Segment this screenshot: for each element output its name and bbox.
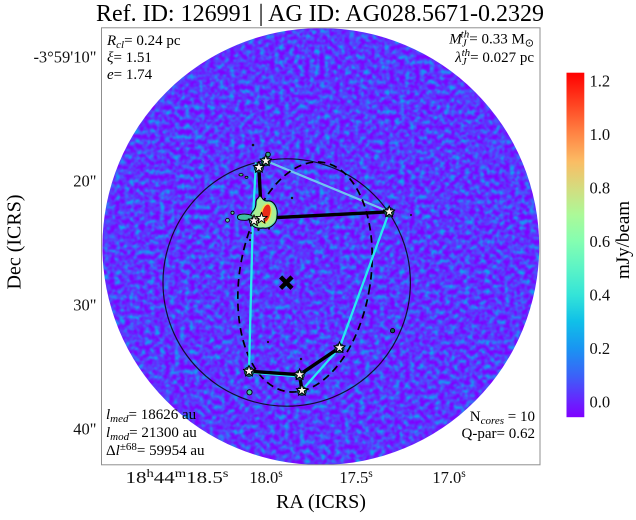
svg-text:-3°59'10": -3°59'10" (33, 48, 96, 67)
svg-text:MJth= 0.33 M⊙: MJth= 0.33 M⊙ (448, 29, 534, 50)
svg-text:0.2: 0.2 (590, 339, 611, 358)
svg-text:λJth= 0.027 pc: λJth= 0.027 pc (454, 47, 534, 68)
svg-text:Rcl= 0.24 pc: Rcl= 0.24 pc (106, 33, 181, 51)
svg-text:0.0: 0.0 (590, 393, 611, 412)
svg-text:40": 40" (73, 420, 96, 439)
svg-text:0.6: 0.6 (590, 232, 611, 251)
svg-text:1.0: 1.0 (590, 125, 611, 144)
svg-text:e= 1.74: e= 1.74 (107, 67, 153, 83)
svg-text:mJy/beam: mJy/beam (613, 201, 634, 279)
svg-text:lmod= 21300 au: lmod= 21300 au (106, 425, 197, 443)
svg-text:20": 20" (73, 172, 96, 191)
svg-text:0.4: 0.4 (590, 286, 611, 305)
svg-text:0.8: 0.8 (590, 179, 611, 198)
svg-text:18.0s: 18.0s (249, 468, 283, 487)
svg-text:Ref. ID: 126991 | AG ID: AG028: Ref. ID: 126991 | AG ID: AG028.5671-0.23… (96, 1, 544, 27)
svg-text:RA (ICRS): RA (ICRS) (276, 491, 366, 513)
svg-text:ξ= 1.51: ξ= 1.51 (107, 50, 152, 66)
svg-text:lmed= 18626 au: lmed= 18626 au (106, 407, 197, 425)
svg-text:Dec (ICRS): Dec (ICRS) (4, 195, 26, 290)
svg-text:30": 30" (73, 296, 96, 315)
svg-text:17.5s: 17.5s (339, 468, 373, 487)
svg-text:17.0s: 17.0s (432, 468, 466, 487)
svg-text:Q-par= 0.62: Q-par= 0.62 (462, 426, 535, 442)
svg-text:1.2: 1.2 (590, 72, 611, 91)
